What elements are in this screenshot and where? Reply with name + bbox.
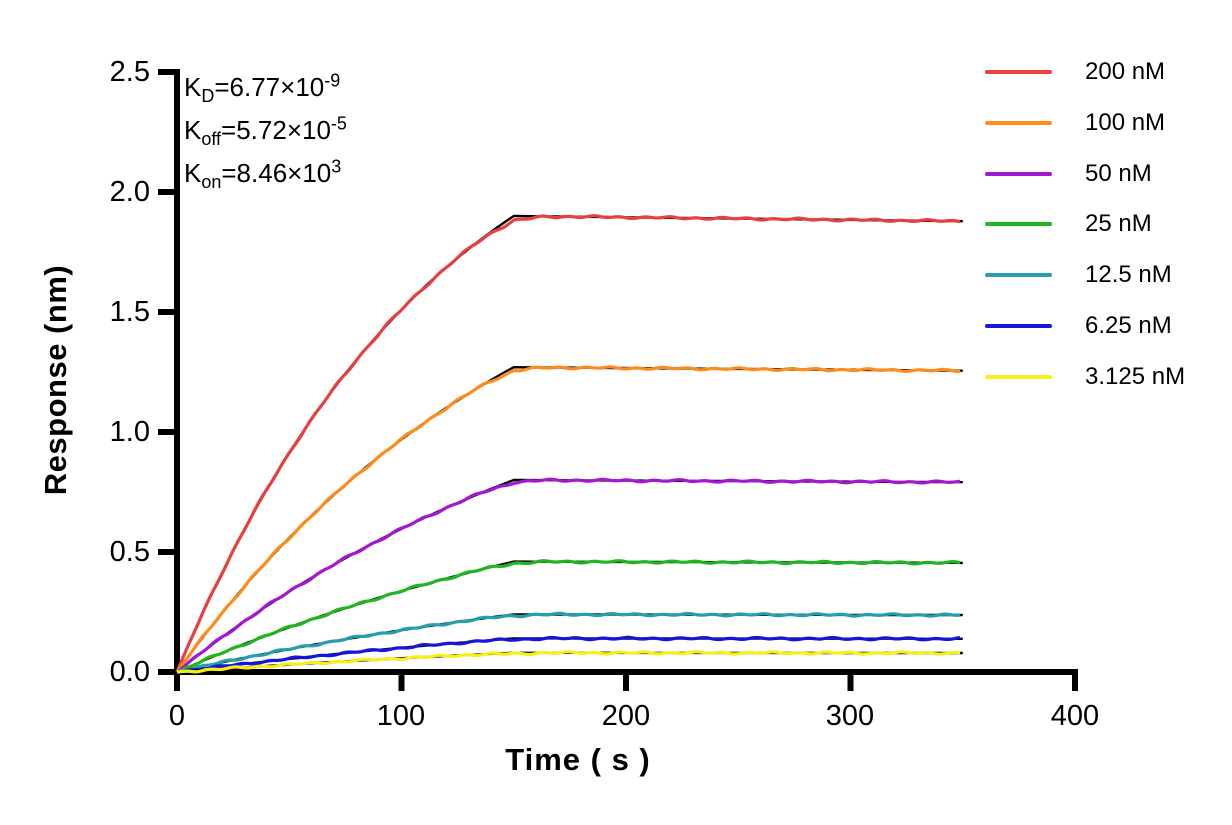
legend-item: 3.125 nM xyxy=(985,360,1185,394)
legend-swatch-200nM xyxy=(985,69,1052,75)
koff-annotation: Koff=5.72×10-5 xyxy=(184,113,347,150)
legend-label: 25 nM xyxy=(1085,210,1152,237)
legend-item: 200 nM xyxy=(985,55,1165,89)
legend-swatch-50nM xyxy=(985,171,1052,177)
legend-label: 3.125 nM xyxy=(1085,363,1186,390)
legend-label: 50 nM xyxy=(1085,160,1152,187)
x-tick-label-400: 400 xyxy=(1050,700,1100,732)
y-tick-label-0-0: 0.0 xyxy=(109,656,150,688)
legend-swatch-25nM xyxy=(985,221,1052,227)
legend-item: 12.5 nM xyxy=(985,258,1172,292)
legend-label: 200 nM xyxy=(1085,58,1166,85)
kd-annotation: KD=6.77×10-9 xyxy=(184,70,341,107)
y-tick-label-2-0: 2.0 xyxy=(109,176,150,208)
legend-swatch-3-125nM xyxy=(985,374,1052,380)
legend-item: 100 nM xyxy=(985,106,1165,140)
y-tick-label-2-5: 2.5 xyxy=(109,56,150,88)
legend-label: 6.25 nM xyxy=(1085,312,1172,339)
y-tick-label-0-5: 0.5 xyxy=(109,536,150,568)
legend-item: 50 nM xyxy=(985,157,1152,191)
x-tick-label-200: 200 xyxy=(601,700,651,732)
legend-swatch-100nM xyxy=(985,120,1052,126)
legend-item: 25 nM xyxy=(985,207,1152,241)
y-tick-label-1-0: 1.0 xyxy=(109,416,150,448)
kinetics-annotation: KD=6.77×10-9 Koff=5.72×10-5 Kon=8.46×103 xyxy=(184,66,347,195)
legend-swatch-6-25nM xyxy=(985,323,1052,329)
legend-swatch-12-5nM xyxy=(985,272,1052,278)
legend-label: 100 nM xyxy=(1085,109,1166,136)
x-tick-label-0: 0 xyxy=(168,700,186,732)
kon-annotation: Kon=8.46×103 xyxy=(184,156,342,193)
y-axis-label: Response (nm) xyxy=(38,264,73,496)
x-tick-label-100: 100 xyxy=(376,700,426,732)
x-tick-label-300: 300 xyxy=(825,700,875,732)
legend-item: 6.25 nM xyxy=(985,309,1172,343)
legend-label: 12.5 nM xyxy=(1085,261,1172,288)
y-tick-label-1-5: 1.5 xyxy=(109,296,150,328)
x-axis-label: Time ( s ) xyxy=(505,742,651,777)
